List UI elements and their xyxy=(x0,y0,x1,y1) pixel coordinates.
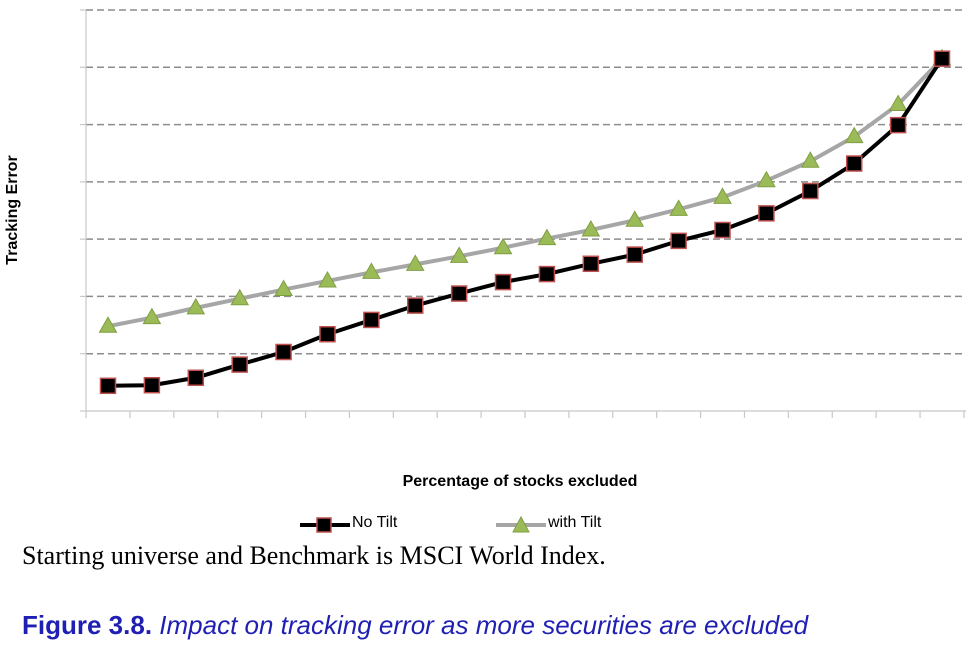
series-layer xyxy=(98,48,952,395)
data-point-no-tilt xyxy=(275,343,292,361)
data-point-with-tilt xyxy=(757,170,776,188)
data-point-with-tilt xyxy=(449,246,469,263)
figure-number: Figure 3.8. xyxy=(22,610,153,640)
caption: Starting universe and Benchmark is MSCI … xyxy=(22,541,606,570)
figure-text: Impact on tracking error as more securit… xyxy=(159,610,809,640)
data-point-with-tilt xyxy=(318,270,337,288)
legend-label-no-tilt: No Tilt xyxy=(352,514,398,531)
legend-square-marker-icon xyxy=(300,517,350,533)
data-point-no-tilt xyxy=(319,325,336,343)
data-point-no-tilt xyxy=(231,356,248,373)
data-point-no-tilt xyxy=(450,285,468,302)
data-point-with-tilt xyxy=(625,210,645,227)
data-point-with-tilt xyxy=(493,237,513,255)
data-point-with-tilt xyxy=(230,288,250,306)
data-point-with-tilt xyxy=(713,187,732,204)
chart xyxy=(80,9,966,418)
data-point-no-tilt xyxy=(933,50,951,67)
data-point-no-tilt xyxy=(407,297,424,314)
data-point-no-tilt xyxy=(187,369,205,387)
data-point-no-tilt xyxy=(363,311,380,329)
data-point-no-tilt xyxy=(143,376,161,394)
data-point-no-tilt xyxy=(626,246,643,263)
legend-triangle-marker-icon xyxy=(496,516,546,533)
data-point-with-tilt xyxy=(581,219,601,237)
data-point-no-tilt xyxy=(582,255,600,273)
data-point-no-tilt xyxy=(714,221,731,239)
data-point-with-tilt xyxy=(274,279,293,297)
gridlines xyxy=(86,9,966,355)
data-point-no-tilt xyxy=(758,205,775,222)
data-point-no-tilt xyxy=(845,155,863,172)
data-point-with-tilt xyxy=(186,297,206,315)
axes xyxy=(80,9,966,418)
data-point-no-tilt xyxy=(802,182,819,200)
data-point-with-tilt xyxy=(800,151,820,168)
data-point-with-tilt xyxy=(844,126,864,144)
y-axis-label: Tracking Error xyxy=(4,155,21,265)
data-point-with-tilt xyxy=(888,94,908,112)
x-axis-label: Percentage of stocks excluded xyxy=(402,473,638,490)
data-point-with-tilt xyxy=(537,228,557,246)
data-point-no-tilt xyxy=(494,273,512,291)
data-point-no-tilt xyxy=(670,232,687,250)
series-line-no-tilt xyxy=(107,57,944,388)
figure-title: Figure 3.8. Impact on tracking error as … xyxy=(22,610,808,641)
data-point-with-tilt xyxy=(405,254,425,271)
legend-label-with-tilt: with Tilt xyxy=(548,514,602,531)
data-point-with-tilt xyxy=(362,262,381,279)
data-point-with-tilt xyxy=(142,307,162,325)
data-point-no-tilt xyxy=(889,116,907,134)
data-point-with-tilt xyxy=(98,316,118,333)
data-point-no-tilt xyxy=(538,265,556,283)
data-point-with-tilt xyxy=(669,199,688,216)
data-point-no-tilt xyxy=(99,377,117,395)
